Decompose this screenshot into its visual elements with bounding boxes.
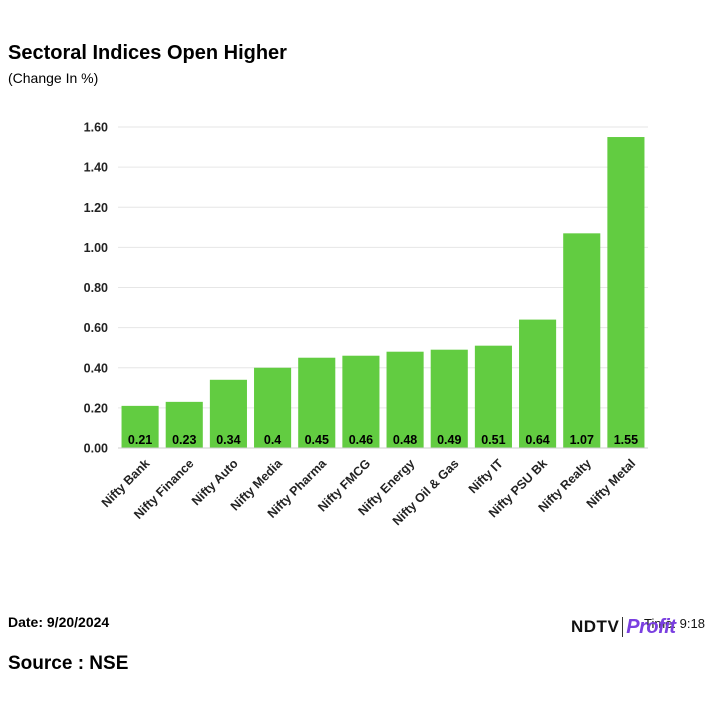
y-tick-label: 1.20 (84, 201, 108, 215)
logo-divider (622, 617, 624, 637)
data-label: 0.49 (437, 433, 461, 447)
data-label: 0.21 (128, 433, 152, 447)
data-label: 0.64 (525, 433, 549, 447)
data-label: 0.48 (393, 433, 417, 447)
data-label: 0.4 (264, 433, 281, 447)
bars (121, 137, 645, 448)
data-label: 1.55 (614, 433, 638, 447)
y-tick-label: 0.80 (84, 281, 108, 295)
bar (342, 355, 380, 448)
bar (121, 405, 159, 448)
y-axis-ticks: 0.00 0.20 0.40 0.60 0.80 1.00 1.20 1.40 1.60 (84, 121, 108, 456)
data-label: 0.45 (305, 433, 329, 447)
bar (165, 401, 203, 448)
x-tick-label: Nifty IT (466, 456, 506, 496)
bar (563, 233, 601, 448)
chart-title: Sectoral Indices Open Higher (8, 42, 287, 64)
bar (254, 367, 292, 448)
data-label: 0.46 (349, 433, 373, 447)
time-label: Time: 9:18 (644, 616, 705, 631)
bar (430, 349, 468, 448)
bar (474, 345, 512, 448)
y-tick-label: 0.60 (84, 321, 108, 335)
bar (386, 351, 424, 448)
bar (607, 137, 645, 448)
y-tick-label: 0.40 (84, 361, 108, 375)
bar (209, 379, 247, 448)
ndtv-profit-logo: NDTV Profit (571, 614, 676, 640)
y-tick-label: 1.40 (84, 161, 108, 175)
bar (298, 357, 336, 448)
data-label: 0.51 (481, 433, 505, 447)
y-tick-label: 1.00 (84, 241, 108, 255)
y-tick-label: 0.00 (84, 442, 108, 456)
y-tick-label: 0.20 (84, 401, 108, 415)
bar-chart: 0.00 0.20 0.40 0.60 0.80 1.00 1.20 1.40 1.60 0.2… (84, 121, 648, 529)
source-label: Source : NSE (8, 653, 129, 674)
chart-subtitle: (Change In %) (8, 70, 99, 86)
date-label: Date: 9/20/2024 (8, 614, 110, 630)
y-tick-label: 1.60 (84, 121, 108, 135)
data-label: 0.23 (172, 433, 196, 447)
grid-lines (118, 126, 648, 409)
logo-profit-text: Profit (626, 615, 676, 638)
data-labels: 0.21 0.23 0.34 0.4 0.45 0.46 0.48 0.49 0.51 0.64 1… (128, 433, 638, 447)
data-label: 0.34 (216, 433, 240, 447)
data-label: 1.07 (570, 433, 594, 447)
bar (519, 319, 557, 448)
logo-ndtv-text: NDTV (571, 617, 620, 636)
